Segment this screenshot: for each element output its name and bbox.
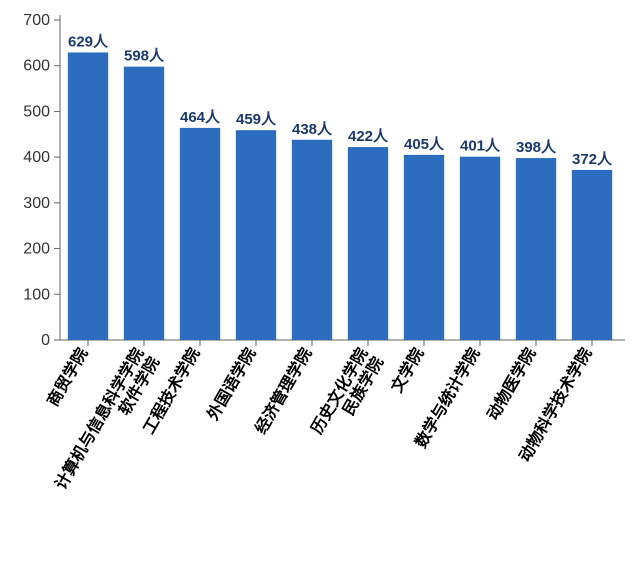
bar-value-label: 629人 <box>68 33 109 50</box>
bar-value-label: 464人 <box>180 109 221 126</box>
bar-value-label: 372人 <box>572 151 613 168</box>
bar-value-label: 438人 <box>292 121 333 138</box>
bar-value-label: 398人 <box>516 139 557 156</box>
bar-value-label: 401人 <box>460 138 501 155</box>
bar-value-label: 598人 <box>124 48 165 65</box>
bar <box>572 170 612 340</box>
bar <box>236 130 276 340</box>
chart-svg: 0100200300400500600700629人商贸学院598人计算机与信息… <box>0 0 640 567</box>
bar <box>404 155 444 340</box>
y-tick-label: 500 <box>23 103 50 120</box>
y-tick-label: 100 <box>23 286 50 303</box>
bar-value-label: 422人 <box>348 128 389 145</box>
bar <box>180 128 220 340</box>
bar-value-label: 459人 <box>236 111 277 128</box>
bar <box>68 52 108 340</box>
y-tick-label: 0 <box>41 332 50 349</box>
bar <box>124 67 164 340</box>
bar-value-label: 405人 <box>404 136 445 153</box>
bar <box>516 158 556 340</box>
bar <box>292 140 332 340</box>
bar <box>348 147 388 340</box>
y-tick-label: 300 <box>23 195 50 212</box>
y-tick-label: 400 <box>23 149 50 166</box>
y-tick-label: 600 <box>23 58 50 75</box>
y-tick-label: 200 <box>23 241 50 258</box>
y-tick-label: 700 <box>23 12 50 29</box>
bar <box>460 157 500 340</box>
bar-chart: 0100200300400500600700629人商贸学院598人计算机与信息… <box>0 0 640 567</box>
